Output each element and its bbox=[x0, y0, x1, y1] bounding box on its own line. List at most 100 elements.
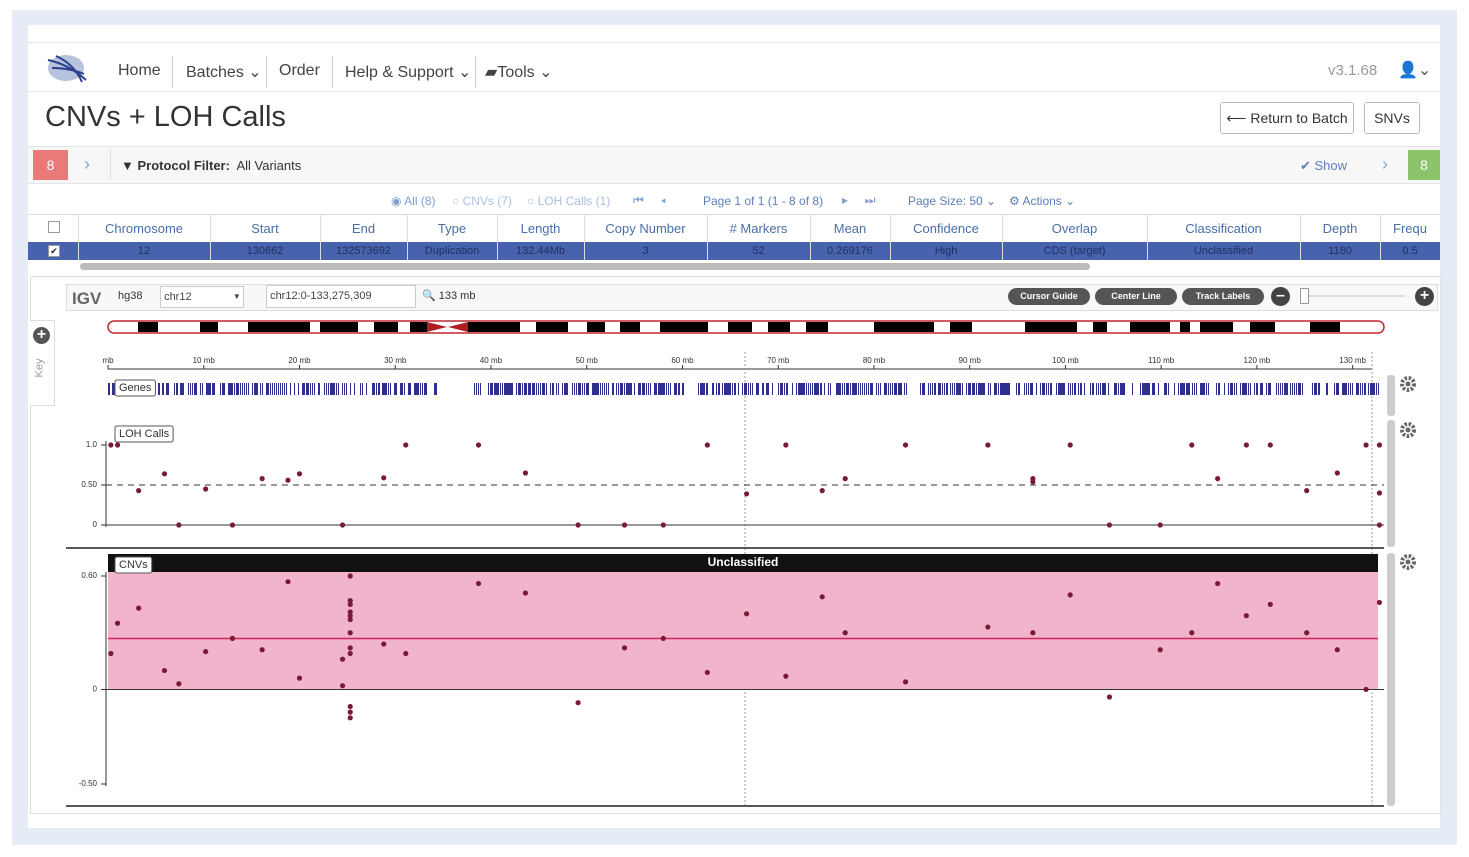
chrom-select[interactable]: chr12 ▼ bbox=[160, 286, 244, 308]
gene bbox=[1102, 383, 1104, 395]
h-scrollbar[interactable] bbox=[80, 263, 1090, 270]
gene bbox=[328, 383, 329, 395]
gene bbox=[166, 383, 168, 395]
ideogram-band bbox=[248, 322, 310, 332]
gene bbox=[1260, 383, 1262, 395]
nav-home[interactable]: Home bbox=[118, 62, 161, 79]
point bbox=[403, 650, 409, 657]
nav-help[interactable]: Help & Support ⌄ bbox=[345, 64, 472, 81]
gene bbox=[1056, 383, 1057, 395]
y-tick-label: 0.60 bbox=[81, 571, 97, 580]
gene bbox=[864, 383, 865, 395]
gene bbox=[374, 383, 375, 395]
gene bbox=[246, 383, 247, 395]
ruler-label: 20 mb bbox=[288, 356, 311, 365]
column-header: Confidence bbox=[913, 221, 979, 236]
gene bbox=[202, 383, 203, 395]
gene bbox=[1002, 383, 1004, 395]
ideogram-band bbox=[587, 322, 605, 332]
ruler-label: 90 mb bbox=[959, 356, 982, 365]
gene bbox=[344, 383, 345, 395]
track-labels[interactable]: Track Labels bbox=[1182, 288, 1264, 305]
gene bbox=[1032, 383, 1033, 395]
gene bbox=[1114, 383, 1116, 395]
gene bbox=[1166, 383, 1167, 395]
point bbox=[347, 573, 353, 579]
gene bbox=[408, 383, 410, 395]
nav-batches[interactable]: Batches ⌄ bbox=[186, 64, 262, 81]
cursor-guide[interactable]: Cursor Guide bbox=[1008, 288, 1090, 305]
pager-arrows[interactable]: ⏮ ◂ bbox=[633, 193, 666, 207]
ideogram-band bbox=[410, 322, 427, 332]
gene bbox=[1040, 383, 1041, 395]
radio-loh[interactable]: ○ LOH Calls (1) bbox=[527, 194, 611, 208]
gene bbox=[1360, 383, 1361, 395]
gene bbox=[1276, 383, 1277, 395]
left-count[interactable]: 8 bbox=[33, 150, 68, 180]
prev-arrow[interactable]: › bbox=[84, 154, 90, 174]
gene bbox=[1096, 383, 1097, 395]
snvs-button[interactable]: SNVs bbox=[1364, 102, 1420, 134]
point bbox=[161, 667, 168, 674]
gene bbox=[346, 383, 347, 395]
gene bbox=[1178, 383, 1179, 395]
gene bbox=[424, 383, 426, 395]
next-arrow[interactable]: › bbox=[1382, 154, 1388, 174]
center-line[interactable]: Center Line bbox=[1095, 288, 1177, 305]
zoom-slider[interactable] bbox=[1300, 295, 1405, 297]
gene bbox=[496, 383, 498, 395]
gene bbox=[818, 383, 819, 395]
zoom-out[interactable]: – bbox=[1271, 287, 1290, 306]
gene bbox=[1044, 383, 1045, 395]
gene bbox=[400, 383, 402, 395]
page-size[interactable]: Page Size: 50 ⌄ bbox=[908, 194, 997, 208]
radio-all[interactable]: ◉ All (8) bbox=[391, 194, 436, 208]
gene bbox=[386, 383, 387, 395]
ideogram-band bbox=[1200, 322, 1233, 332]
gene bbox=[780, 383, 782, 395]
actions[interactable]: ⚙ Actions ⌄ bbox=[1009, 194, 1076, 208]
nav-order[interactable]: Order bbox=[279, 62, 320, 79]
point bbox=[229, 522, 236, 528]
gene bbox=[622, 383, 623, 395]
point bbox=[1376, 442, 1383, 448]
right-count[interactable]: 8 bbox=[1408, 150, 1440, 180]
gene bbox=[1204, 383, 1205, 395]
key-add[interactable]: + bbox=[33, 327, 50, 344]
gene bbox=[666, 383, 667, 395]
user-menu[interactable]: 👤⌄ bbox=[1398, 62, 1432, 79]
pager-arrows-next[interactable]: ▸ ⏭ bbox=[842, 193, 876, 207]
gene bbox=[1208, 383, 1209, 395]
point bbox=[842, 476, 848, 482]
nav-tools[interactable]: ▰Tools ⌄ bbox=[485, 64, 553, 81]
return-button[interactable]: ⟵ Return to Batch bbox=[1220, 102, 1354, 134]
table-row[interactable] bbox=[28, 242, 1440, 260]
zoom-in[interactable]: + bbox=[1415, 287, 1434, 306]
point bbox=[1215, 580, 1221, 587]
gene bbox=[382, 383, 384, 395]
gene bbox=[390, 383, 391, 395]
point bbox=[1376, 490, 1383, 496]
gene bbox=[182, 383, 184, 395]
ideogram-band bbox=[200, 322, 218, 332]
column-divider bbox=[1147, 215, 1148, 260]
zoom-handle[interactable] bbox=[1300, 288, 1309, 304]
column-divider bbox=[497, 215, 498, 260]
protocol-filter[interactable]: ▼ Protocol Filter: All Variants bbox=[121, 158, 302, 173]
cell: 132573692 bbox=[335, 245, 392, 257]
radio-cnvs[interactable]: ○ CNVs (7) bbox=[452, 194, 512, 208]
row-checkbox[interactable]: ✔ bbox=[48, 245, 60, 257]
header-checkbox[interactable] bbox=[48, 221, 60, 233]
gene bbox=[1350, 383, 1351, 395]
gene bbox=[564, 383, 566, 395]
show-toggle[interactable]: ✔ Show bbox=[1300, 158, 1348, 173]
gene bbox=[952, 383, 953, 395]
locus-input[interactable]: chr12:0-133,275,309 bbox=[266, 285, 416, 308]
gene bbox=[750, 383, 751, 395]
point bbox=[1334, 470, 1340, 476]
point bbox=[1304, 488, 1310, 494]
point bbox=[203, 649, 209, 655]
gene bbox=[1104, 383, 1106, 395]
gene bbox=[600, 383, 601, 395]
